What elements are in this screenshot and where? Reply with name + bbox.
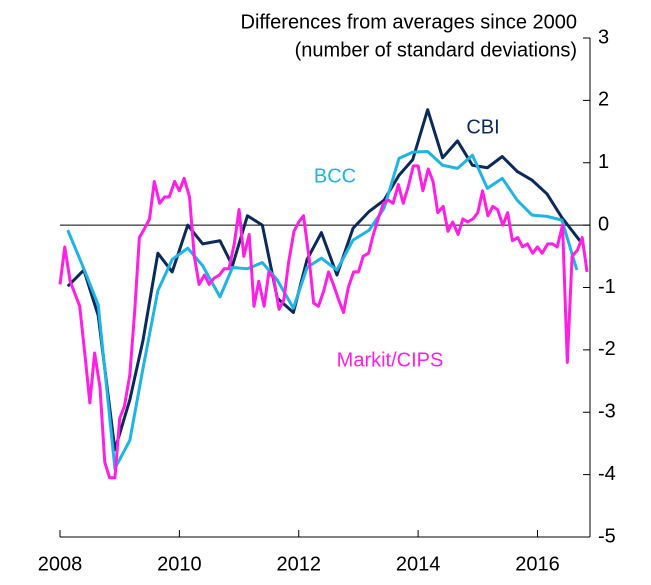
chart-title: Differences from averages since 2000 <box>241 11 577 33</box>
y-tick-label: -1 <box>598 276 616 298</box>
y-tick-label: -5 <box>598 525 616 547</box>
y-tick-label: 0 <box>598 213 609 235</box>
x-tick-label: 2016 <box>515 553 560 575</box>
series-line <box>66 150 579 470</box>
x-tick-label: 2008 <box>38 553 83 575</box>
x-tick-label: 2010 <box>157 553 202 575</box>
series-label: Markit/CIPS <box>337 349 444 371</box>
series-label: BCC <box>314 165 356 187</box>
x-tick-label: 2014 <box>396 553 441 575</box>
y-tick-label: 2 <box>598 89 609 111</box>
y-tick-label: -2 <box>598 338 616 360</box>
series-line <box>58 164 589 480</box>
y-tick-label: -4 <box>598 463 616 485</box>
chart-subtitle: (number of standard deviations) <box>295 39 577 61</box>
x-tick-label: 2012 <box>276 553 321 575</box>
y-tick-label: 1 <box>598 151 609 173</box>
series-line <box>66 108 584 452</box>
y-tick-label: -3 <box>598 401 616 423</box>
y-tick-label: 3 <box>598 26 609 48</box>
series-label: CBI <box>466 116 499 138</box>
